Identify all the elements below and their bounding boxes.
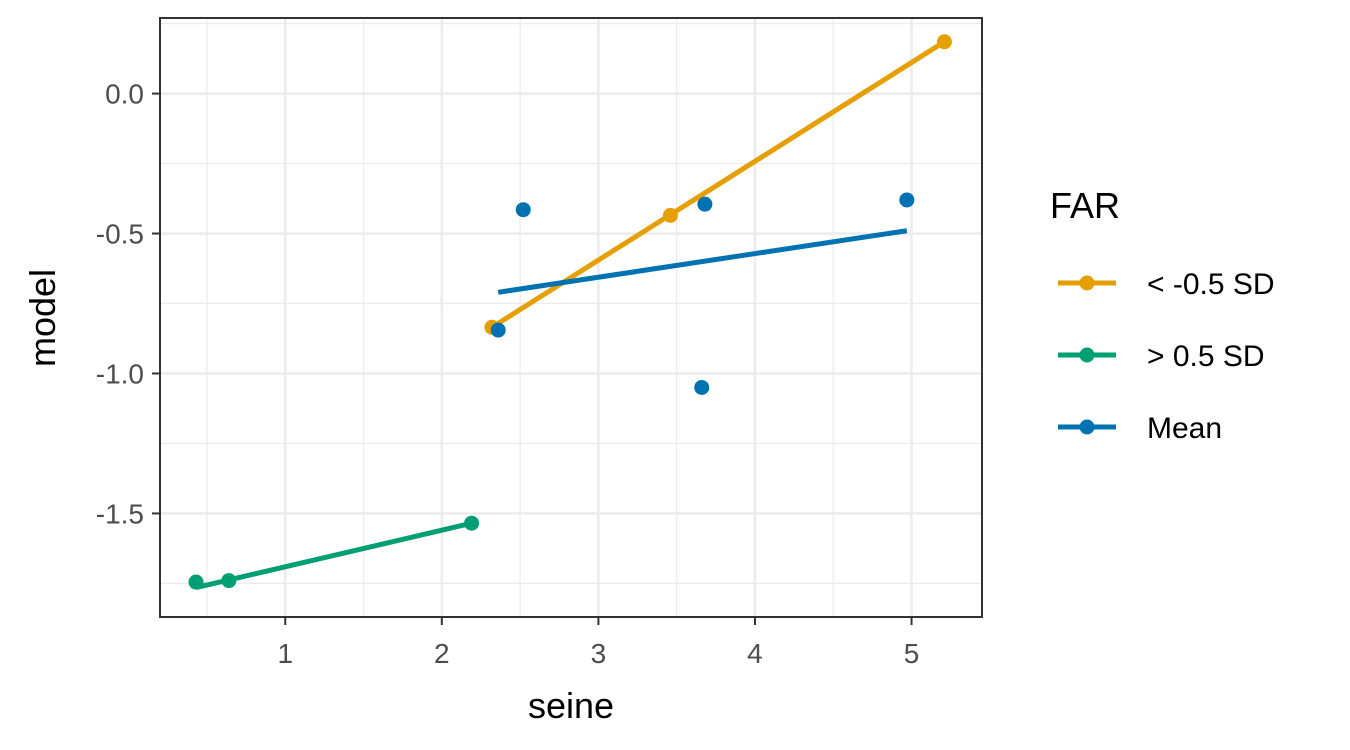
fit-lines [195,39,946,591]
legend: FAR < -0.5 SD > 0.5 SD Mean [1050,185,1275,445]
y-tick-label: 0.0 [105,79,144,110]
x-tick-label: 2 [434,638,450,669]
x-axis-ticks: 1 2 3 4 5 [277,617,919,669]
legend-title: FAR [1050,185,1120,226]
legend-label-3: Mean [1147,412,1222,445]
series-3-point [515,202,531,218]
y-tick-label: -1.0 [96,358,144,389]
series-2-point [188,574,204,590]
y-tick-label: -0.5 [96,219,144,250]
series-2-point [221,573,237,589]
x-tick-label: 1 [277,638,293,669]
data-points [188,34,952,590]
series-2-fit-line [195,520,473,591]
series-3-point [697,196,713,212]
grid-major [160,18,982,617]
x-tick-label: 3 [591,638,607,669]
series-3-fit-line [497,228,908,295]
legend-key-1-point [1079,275,1095,291]
panel-border [159,17,983,618]
series-3-point [490,322,506,338]
legend-key-2-point [1079,347,1095,363]
panel-background [160,18,982,617]
grid-minor [160,18,982,617]
y-tick-label: -1.5 [96,498,144,529]
series-3-point [899,192,915,208]
legend-key-3-point [1079,419,1095,435]
series-1-point [662,207,678,223]
series-1-point [936,34,952,50]
series-3-point [694,379,710,395]
x-axis-title: seine [528,685,614,726]
series-2-point [464,515,480,531]
y-axis-title: model [22,269,63,367]
legend-label-2: > 0.5 SD [1147,340,1265,373]
legend-label-1: < -0.5 SD [1147,268,1275,301]
x-tick-label: 5 [904,638,920,669]
y-axis-ticks: 0.0 -0.5 -1.0 -1.5 [96,79,160,529]
x-tick-label: 4 [747,638,763,669]
